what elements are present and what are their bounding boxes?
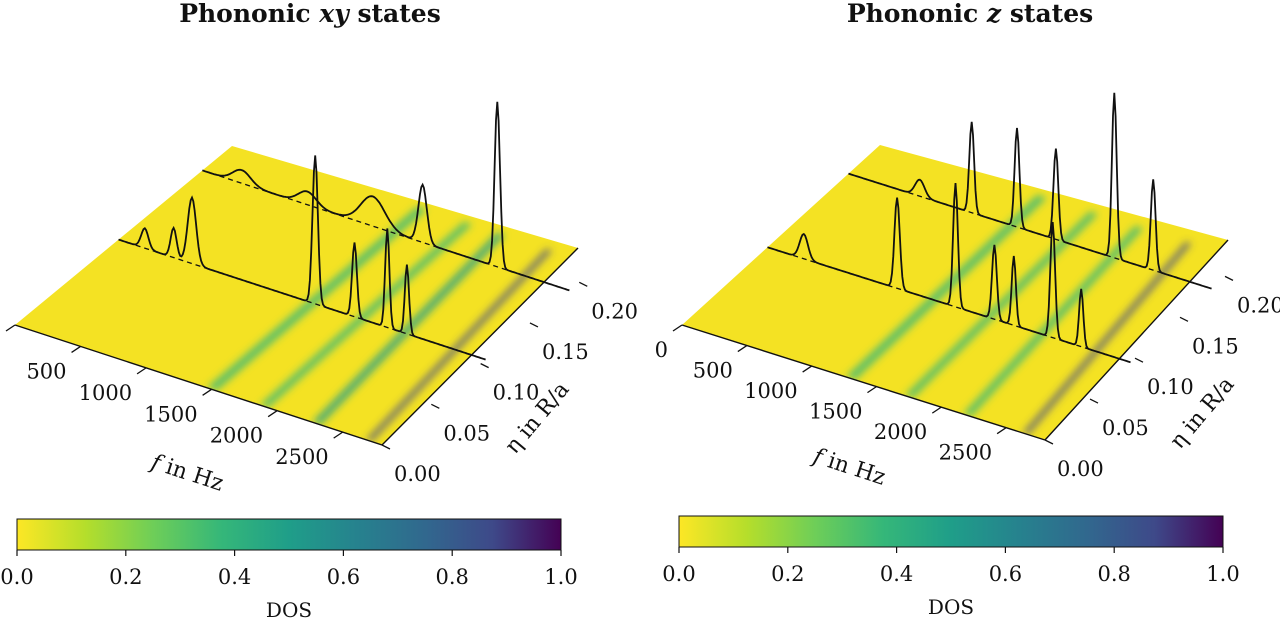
panel-z: Phononic z states 0 500 1000 1500 2000 2500 f… — [655, 0, 1280, 619]
y-tick-label: 0.15 — [1192, 334, 1239, 358]
heatmap-band — [963, 225, 1144, 417]
y-tick-mark — [480, 363, 489, 369]
colorbar-tick-label: 0.6 — [327, 565, 360, 589]
colorbar-tick-label: 0.0 — [0, 565, 33, 589]
y-tick-label: 0.05 — [1102, 416, 1149, 440]
y-tick-label: 0.00 — [1057, 457, 1104, 481]
x-tick-mark — [5, 324, 16, 332]
colorbar: 0.0 0.2 0.4 0.6 0.8 1.0 DOS — [662, 515, 1240, 619]
y-tick-mark — [1179, 316, 1189, 322]
x-tick-mark — [867, 386, 877, 394]
heatmap-band — [904, 211, 1098, 399]
x-tick-label: 2000 — [874, 420, 927, 444]
colorbar-tick-label: 0.8 — [1097, 562, 1130, 586]
y-tick-mark — [529, 322, 539, 328]
dos-curve — [202, 101, 570, 292]
dos-curves — [767, 92, 1212, 364]
heatmap-band — [845, 194, 1047, 380]
heatmap-bands — [845, 194, 1192, 435]
colorbar-tick-label: 1.0 — [1206, 562, 1239, 586]
y-tick-label: 0.05 — [443, 421, 490, 445]
x-tick-label: 500 — [26, 359, 66, 383]
colorbar-tick-label: 1.0 — [544, 565, 577, 589]
y-tick-mark — [578, 281, 588, 287]
colorbar-ticks: 0.0 0.2 0.4 0.6 0.8 1.0 — [662, 547, 1240, 586]
panel-xy: Phononic xy states 0 500 1000 1500 2000 2500 … — [0, 0, 638, 622]
colorbar-gradient — [16, 518, 562, 551]
x-axis-line — [681, 324, 1046, 441]
colorbar-tick-label: 0.2 — [771, 562, 804, 586]
x-axis: 0 500 1000 1500 2000 2500 f in Hz — [0, 324, 383, 497]
colorbar-tick-label: 0.4 — [880, 562, 913, 586]
x-tick-mark — [672, 324, 683, 332]
y-tick-label: 0.00 — [394, 462, 441, 486]
y-tick-label: 0.10 — [1147, 375, 1194, 399]
heatmap-band — [1022, 241, 1192, 435]
colorbar-label: DOS — [928, 595, 974, 619]
y-tick-mark — [431, 403, 440, 409]
heatmap-surface — [682, 145, 1228, 440]
y-tick-label: 0.10 — [493, 381, 540, 405]
x-tick-mark — [267, 410, 278, 418]
x-tick-mark — [737, 344, 748, 353]
x-tick-mark — [333, 431, 344, 439]
heatmap-band — [207, 206, 427, 391]
x-tick-mark — [931, 406, 942, 414]
heatmap-bands — [207, 206, 552, 442]
x-tick-label: 1000 — [744, 379, 797, 403]
x-tick-label: 1500 — [809, 400, 862, 424]
x-tick-label: 1000 — [79, 381, 132, 405]
x-tick-label: 2500 — [939, 441, 992, 465]
heatmap-surface — [15, 146, 578, 445]
dos-curve — [767, 183, 1131, 364]
x-tick-label: 500 — [693, 359, 733, 383]
y-tick-label: 0.15 — [542, 340, 589, 364]
y-tick-mark — [1224, 275, 1234, 281]
heatmap-band — [366, 248, 552, 442]
colorbar-gradient — [678, 515, 1224, 548]
colorbar-tick-label: 0.0 — [662, 562, 695, 586]
panel-title: Phononic xy states — [179, 0, 441, 28]
y-tick-label: 0.20 — [1237, 293, 1280, 317]
x-ticks: 0 500 1000 1500 2000 2500 — [655, 324, 1007, 465]
colorbar-label: DOS — [266, 598, 312, 622]
colorbar-ticks: 0.0 0.2 0.4 0.6 0.8 1.0 — [0, 550, 578, 589]
x-tick-mark — [136, 367, 147, 375]
dos-curve — [848, 92, 1212, 290]
x-axis-label: f in Hz — [808, 443, 888, 490]
colorbar-tick-label: 0.4 — [218, 565, 251, 589]
x-axis-label: f in Hz — [146, 449, 226, 496]
dos-curve — [118, 155, 486, 361]
y-tick-mark — [1134, 357, 1144, 363]
x-tick-mark — [996, 427, 1007, 435]
x-tick-label: 1500 — [144, 402, 197, 426]
x-tick-label: 2000 — [210, 424, 263, 448]
y-axis-line — [1044, 239, 1229, 441]
x-tick-label: 0 — [655, 338, 668, 362]
colorbar: 0.0 0.2 0.4 0.6 0.8 1.0 DOS — [0, 518, 578, 622]
x-tick-mark — [202, 388, 212, 396]
y-tick-label: 0.20 — [591, 299, 638, 323]
x-tick-label: 0 — [0, 338, 1, 362]
x-ticks: 0 500 1000 1500 2000 2500 — [0, 324, 344, 469]
y-ticks: 0.000.050.100.150.20 — [381, 281, 638, 486]
x-tick-mark — [71, 345, 81, 353]
colorbar-tick-label: 0.8 — [435, 565, 468, 589]
y-tick-mark — [1089, 398, 1099, 404]
x-tick-label: 2500 — [275, 445, 328, 469]
heatmap-band — [312, 232, 505, 425]
y-tick-mark — [381, 444, 391, 450]
colorbar-tick-label: 0.6 — [989, 562, 1022, 586]
heatmap-band — [260, 221, 472, 408]
y-tick-mark — [1044, 439, 1054, 445]
colorbar-tick-label: 0.2 — [109, 565, 142, 589]
dos-curves — [118, 101, 570, 361]
x-tick-mark — [802, 365, 813, 373]
y-ticks: 0.00 0.05 0.10 0.15 0.20 — [1044, 275, 1280, 481]
panel-title: Phononic z states — [847, 0, 1093, 28]
x-axis-line — [14, 324, 383, 446]
y-axis-line — [381, 247, 579, 446]
